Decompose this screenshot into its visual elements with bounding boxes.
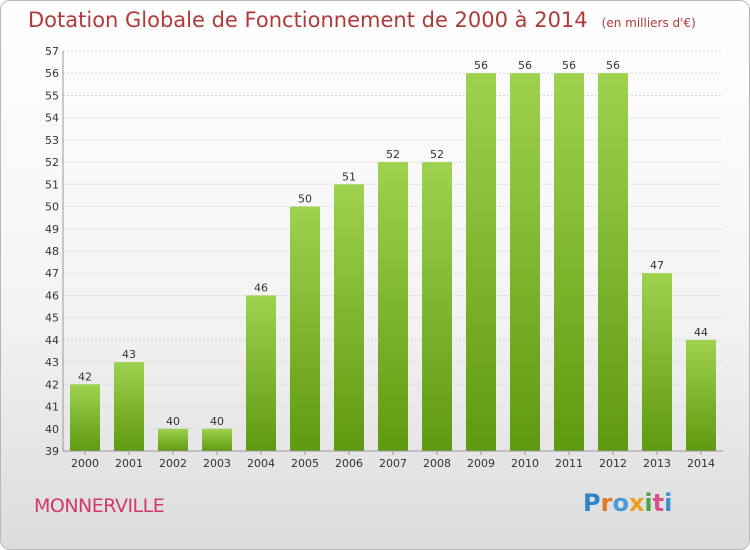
bar-value-label: 52	[430, 148, 444, 161]
bar	[466, 73, 496, 451]
bar-value-label: 52	[386, 148, 400, 161]
y-tick-label: 45	[45, 312, 59, 325]
logo-letter: t	[652, 489, 665, 517]
bar-value-label: 56	[606, 59, 620, 72]
x-tick-label: 2013	[643, 457, 671, 470]
x-tick-label: 2003	[203, 457, 231, 470]
y-tick-label: 46	[45, 289, 59, 302]
logo-letter: P	[583, 489, 601, 517]
logo-letter: i	[664, 489, 673, 517]
bar-value-label: 46	[254, 281, 268, 294]
bar	[158, 428, 188, 451]
bar	[686, 339, 716, 451]
y-tick-label: 57	[45, 45, 59, 58]
bar	[290, 206, 320, 451]
bar	[378, 162, 408, 451]
bar-value-label: 40	[210, 415, 224, 428]
x-tick-label: 2014	[687, 457, 715, 470]
y-tick-label: 56	[45, 67, 59, 80]
bar	[642, 273, 672, 451]
proxiti-logo: Proxiti	[583, 489, 672, 517]
y-tick-label: 55	[45, 89, 59, 102]
y-tick-label: 49	[45, 223, 59, 236]
y-tick-label: 41	[45, 401, 59, 414]
logo-letter: r	[600, 489, 613, 517]
bar-value-label: 44	[694, 326, 708, 339]
bar-value-label: 40	[166, 415, 180, 428]
x-tick-label: 2006	[335, 457, 363, 470]
x-tick-label: 2008	[423, 457, 451, 470]
x-tick-label: 2000	[71, 457, 99, 470]
y-tick-label: 52	[45, 156, 59, 169]
bar	[422, 162, 452, 451]
bar	[598, 73, 628, 451]
y-tick-label: 48	[45, 245, 59, 258]
bar-value-label: 42	[78, 370, 92, 383]
chart-title-block: Dotation Globale de Fonctionnement de 20…	[28, 8, 696, 32]
bar-value-label: 47	[650, 259, 664, 272]
y-tick-label: 54	[45, 112, 59, 125]
bar-value-label: 56	[562, 59, 576, 72]
logo-letter: o	[612, 489, 629, 517]
bar	[70, 384, 100, 451]
x-tick-label: 2009	[467, 457, 495, 470]
bar	[246, 295, 276, 451]
logo-letter: x	[628, 489, 645, 517]
y-tick-label: 43	[45, 356, 59, 369]
y-tick-label: 44	[45, 334, 59, 347]
x-tick-label: 2012	[599, 457, 627, 470]
bar-value-label: 43	[122, 348, 136, 361]
x-tick-label: 2007	[379, 457, 407, 470]
bar-value-label: 56	[474, 59, 488, 72]
chart-unit-note: (en milliers d'€)	[601, 16, 696, 30]
x-tick-label: 2011	[555, 457, 583, 470]
x-tick-label: 2002	[159, 457, 187, 470]
x-tick-label: 2001	[115, 457, 143, 470]
bar	[202, 428, 232, 451]
y-tick-label: 50	[45, 201, 59, 214]
y-tick-label: 51	[45, 178, 59, 191]
y-tick-label: 47	[45, 267, 59, 280]
bar-value-label: 56	[518, 59, 532, 72]
y-tick-label: 39	[45, 445, 59, 458]
y-tick-label: 42	[45, 378, 59, 391]
x-tick-label: 2005	[291, 457, 319, 470]
commune-name: MONNERVILLE	[34, 495, 165, 517]
x-tick-label: 2004	[247, 457, 275, 470]
logo-letter: i	[644, 489, 653, 517]
bar-value-label: 50	[298, 193, 312, 206]
chart-title: Dotation Globale de Fonctionnement de 20…	[28, 8, 588, 32]
bar	[510, 73, 540, 451]
y-tick-label: 53	[45, 134, 59, 147]
x-tick-label: 2010	[511, 457, 539, 470]
bar	[334, 184, 364, 452]
bar	[114, 362, 144, 451]
y-tick-label: 40	[45, 423, 59, 436]
bar-value-label: 51	[342, 170, 356, 183]
bar	[554, 73, 584, 451]
